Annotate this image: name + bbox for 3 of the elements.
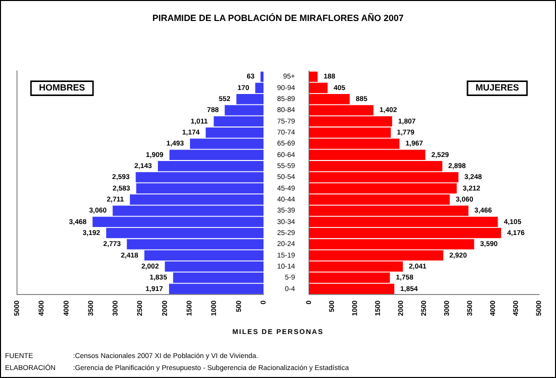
chart-title: PIRAMIDE DE LA POBLACIÓN DE MIRAFLORES AÑO 2007 — [151, 13, 405, 23]
text: HOMBRES — [38, 82, 86, 93]
text: MUJERES — [475, 82, 520, 93]
